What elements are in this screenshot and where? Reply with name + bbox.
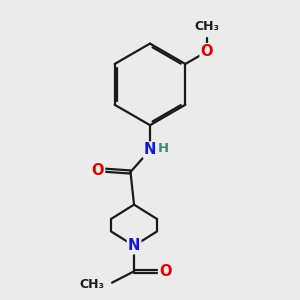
Text: H: H <box>158 142 169 155</box>
Text: O: O <box>159 264 172 279</box>
Text: O: O <box>201 44 213 59</box>
Text: O: O <box>92 163 104 178</box>
Text: N: N <box>144 142 156 158</box>
Text: N: N <box>128 238 140 253</box>
Text: CH₃: CH₃ <box>79 278 104 291</box>
Text: CH₃: CH₃ <box>194 20 219 33</box>
